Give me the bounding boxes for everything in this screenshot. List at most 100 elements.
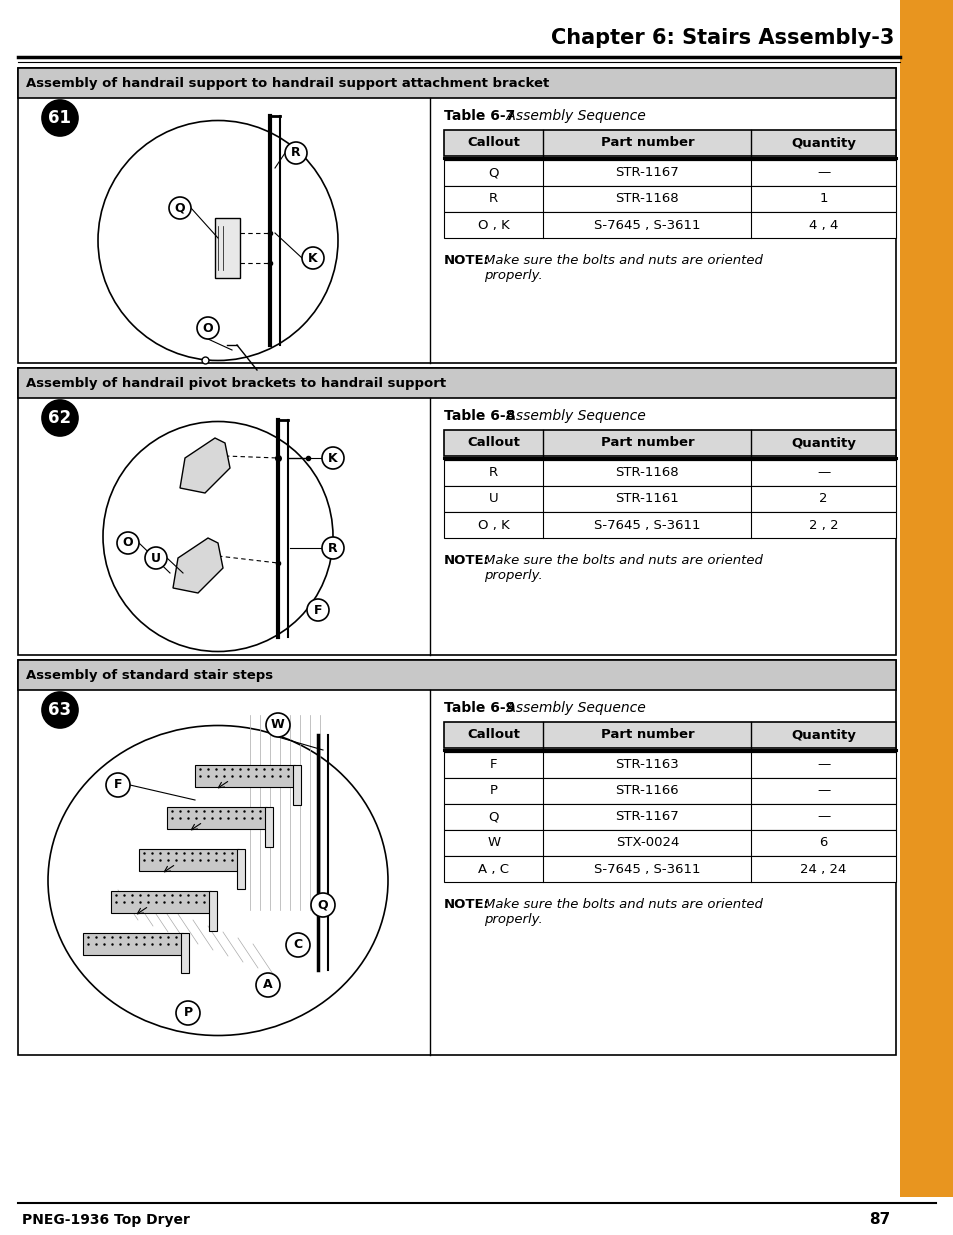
Text: 61: 61	[49, 109, 71, 127]
Text: 6: 6	[819, 836, 827, 850]
Bar	[443, 459, 895, 487]
Text: properly.: properly.	[483, 914, 542, 926]
Text: 24 , 24: 24 , 24	[800, 862, 846, 876]
Text: R: R	[489, 467, 497, 479]
Polygon shape	[180, 438, 230, 493]
Text: O , K: O , K	[477, 519, 509, 531]
Text: —: —	[816, 784, 829, 798]
Bar	[443, 130, 895, 156]
Text: F: F	[490, 758, 497, 772]
Bar	[18, 368, 895, 655]
Polygon shape	[172, 538, 223, 593]
Text: STR-1166: STR-1166	[615, 784, 679, 798]
Text: Assembly of handrail pivot brackets to handrail support: Assembly of handrail pivot brackets to h…	[26, 377, 446, 389]
Text: —: —	[816, 167, 829, 179]
Text: S-7645 , S-3611: S-7645 , S-3611	[594, 519, 700, 531]
Bar	[18, 68, 895, 363]
Text: F: F	[113, 778, 122, 792]
Bar	[443, 778, 895, 804]
Text: S-7645 , S-3611: S-7645 , S-3611	[594, 219, 700, 231]
Text: STR-1168: STR-1168	[615, 193, 679, 205]
Text: F: F	[314, 604, 322, 616]
Text: 63: 63	[49, 701, 71, 719]
Bar	[443, 513, 895, 538]
Bar	[443, 856, 895, 882]
Text: Callout: Callout	[467, 729, 519, 741]
Text: STR-1168: STR-1168	[615, 467, 679, 479]
Text: K: K	[308, 252, 317, 264]
Text: C: C	[294, 939, 302, 951]
Text: Q: Q	[174, 201, 185, 215]
Bar	[18, 659, 895, 1055]
Text: Q: Q	[488, 810, 498, 824]
Text: Callout: Callout	[467, 436, 519, 450]
Circle shape	[322, 447, 344, 469]
Text: Table 6-8: Table 6-8	[443, 409, 515, 424]
Text: W: W	[271, 719, 285, 731]
Text: R: R	[291, 147, 300, 159]
Circle shape	[42, 100, 78, 136]
Circle shape	[169, 198, 191, 219]
Text: Quantity: Quantity	[790, 729, 855, 741]
Text: S-7645 , S-3611: S-7645 , S-3611	[594, 862, 700, 876]
Text: Part number: Part number	[600, 436, 694, 450]
Circle shape	[145, 547, 167, 569]
Text: U: U	[488, 493, 498, 505]
Text: Make sure the bolts and nuts are oriented: Make sure the bolts and nuts are oriente…	[483, 898, 762, 910]
Text: —: —	[816, 758, 829, 772]
Circle shape	[311, 893, 335, 918]
Bar	[167, 806, 267, 829]
Text: 87: 87	[868, 1213, 889, 1228]
Bar	[214, 219, 240, 278]
Text: NOTE:: NOTE:	[443, 898, 490, 910]
Text: Quantity: Quantity	[790, 137, 855, 149]
Text: Quantity: Quantity	[790, 436, 855, 450]
Bar	[265, 806, 273, 847]
Circle shape	[286, 932, 310, 957]
Text: STR-1161: STR-1161	[615, 493, 679, 505]
Text: STR-1167: STR-1167	[615, 810, 679, 824]
Text: P: P	[183, 1007, 193, 1020]
Text: Assembly of handrail support to handrail support attachment bracket: Assembly of handrail support to handrail…	[26, 77, 549, 89]
Text: 2: 2	[819, 493, 827, 505]
Text: Chapter 6: Stairs Assembly-3: Chapter 6: Stairs Assembly-3	[550, 28, 893, 48]
Circle shape	[266, 713, 290, 737]
Bar	[18, 68, 895, 98]
Text: Part number: Part number	[600, 729, 694, 741]
Text: Assembly of standard stair steps: Assembly of standard stair steps	[26, 668, 273, 682]
Text: Part number: Part number	[600, 137, 694, 149]
Bar	[443, 722, 895, 748]
Bar	[111, 890, 211, 913]
Circle shape	[322, 537, 344, 559]
Text: Q: Q	[317, 899, 328, 911]
Bar	[899, 0, 953, 1197]
Bar	[18, 659, 895, 690]
Text: properly.: properly.	[483, 569, 542, 583]
Circle shape	[103, 421, 333, 652]
Circle shape	[106, 773, 130, 797]
Text: W: W	[487, 836, 499, 850]
Text: O: O	[123, 536, 133, 550]
Bar	[443, 161, 895, 186]
Text: STX-0024: STX-0024	[615, 836, 679, 850]
Text: Assembly Sequence: Assembly Sequence	[502, 109, 645, 124]
Bar	[293, 764, 301, 805]
Text: STR-1163: STR-1163	[615, 758, 679, 772]
Circle shape	[196, 317, 219, 338]
Bar	[443, 186, 895, 212]
Circle shape	[42, 400, 78, 436]
Text: Table 6-9: Table 6-9	[443, 701, 515, 715]
Text: A: A	[263, 978, 273, 992]
Text: R: R	[328, 541, 337, 555]
Text: A , C: A , C	[477, 862, 509, 876]
Text: —: —	[816, 467, 829, 479]
Text: Make sure the bolts and nuts are oriented: Make sure the bolts and nuts are oriente…	[483, 253, 762, 267]
Text: P: P	[489, 784, 497, 798]
Circle shape	[117, 532, 139, 555]
Bar	[443, 487, 895, 513]
Text: Table 6-7: Table 6-7	[443, 109, 515, 124]
Circle shape	[307, 599, 329, 621]
Circle shape	[42, 692, 78, 727]
Bar	[194, 764, 294, 787]
Text: Q: Q	[488, 167, 498, 179]
